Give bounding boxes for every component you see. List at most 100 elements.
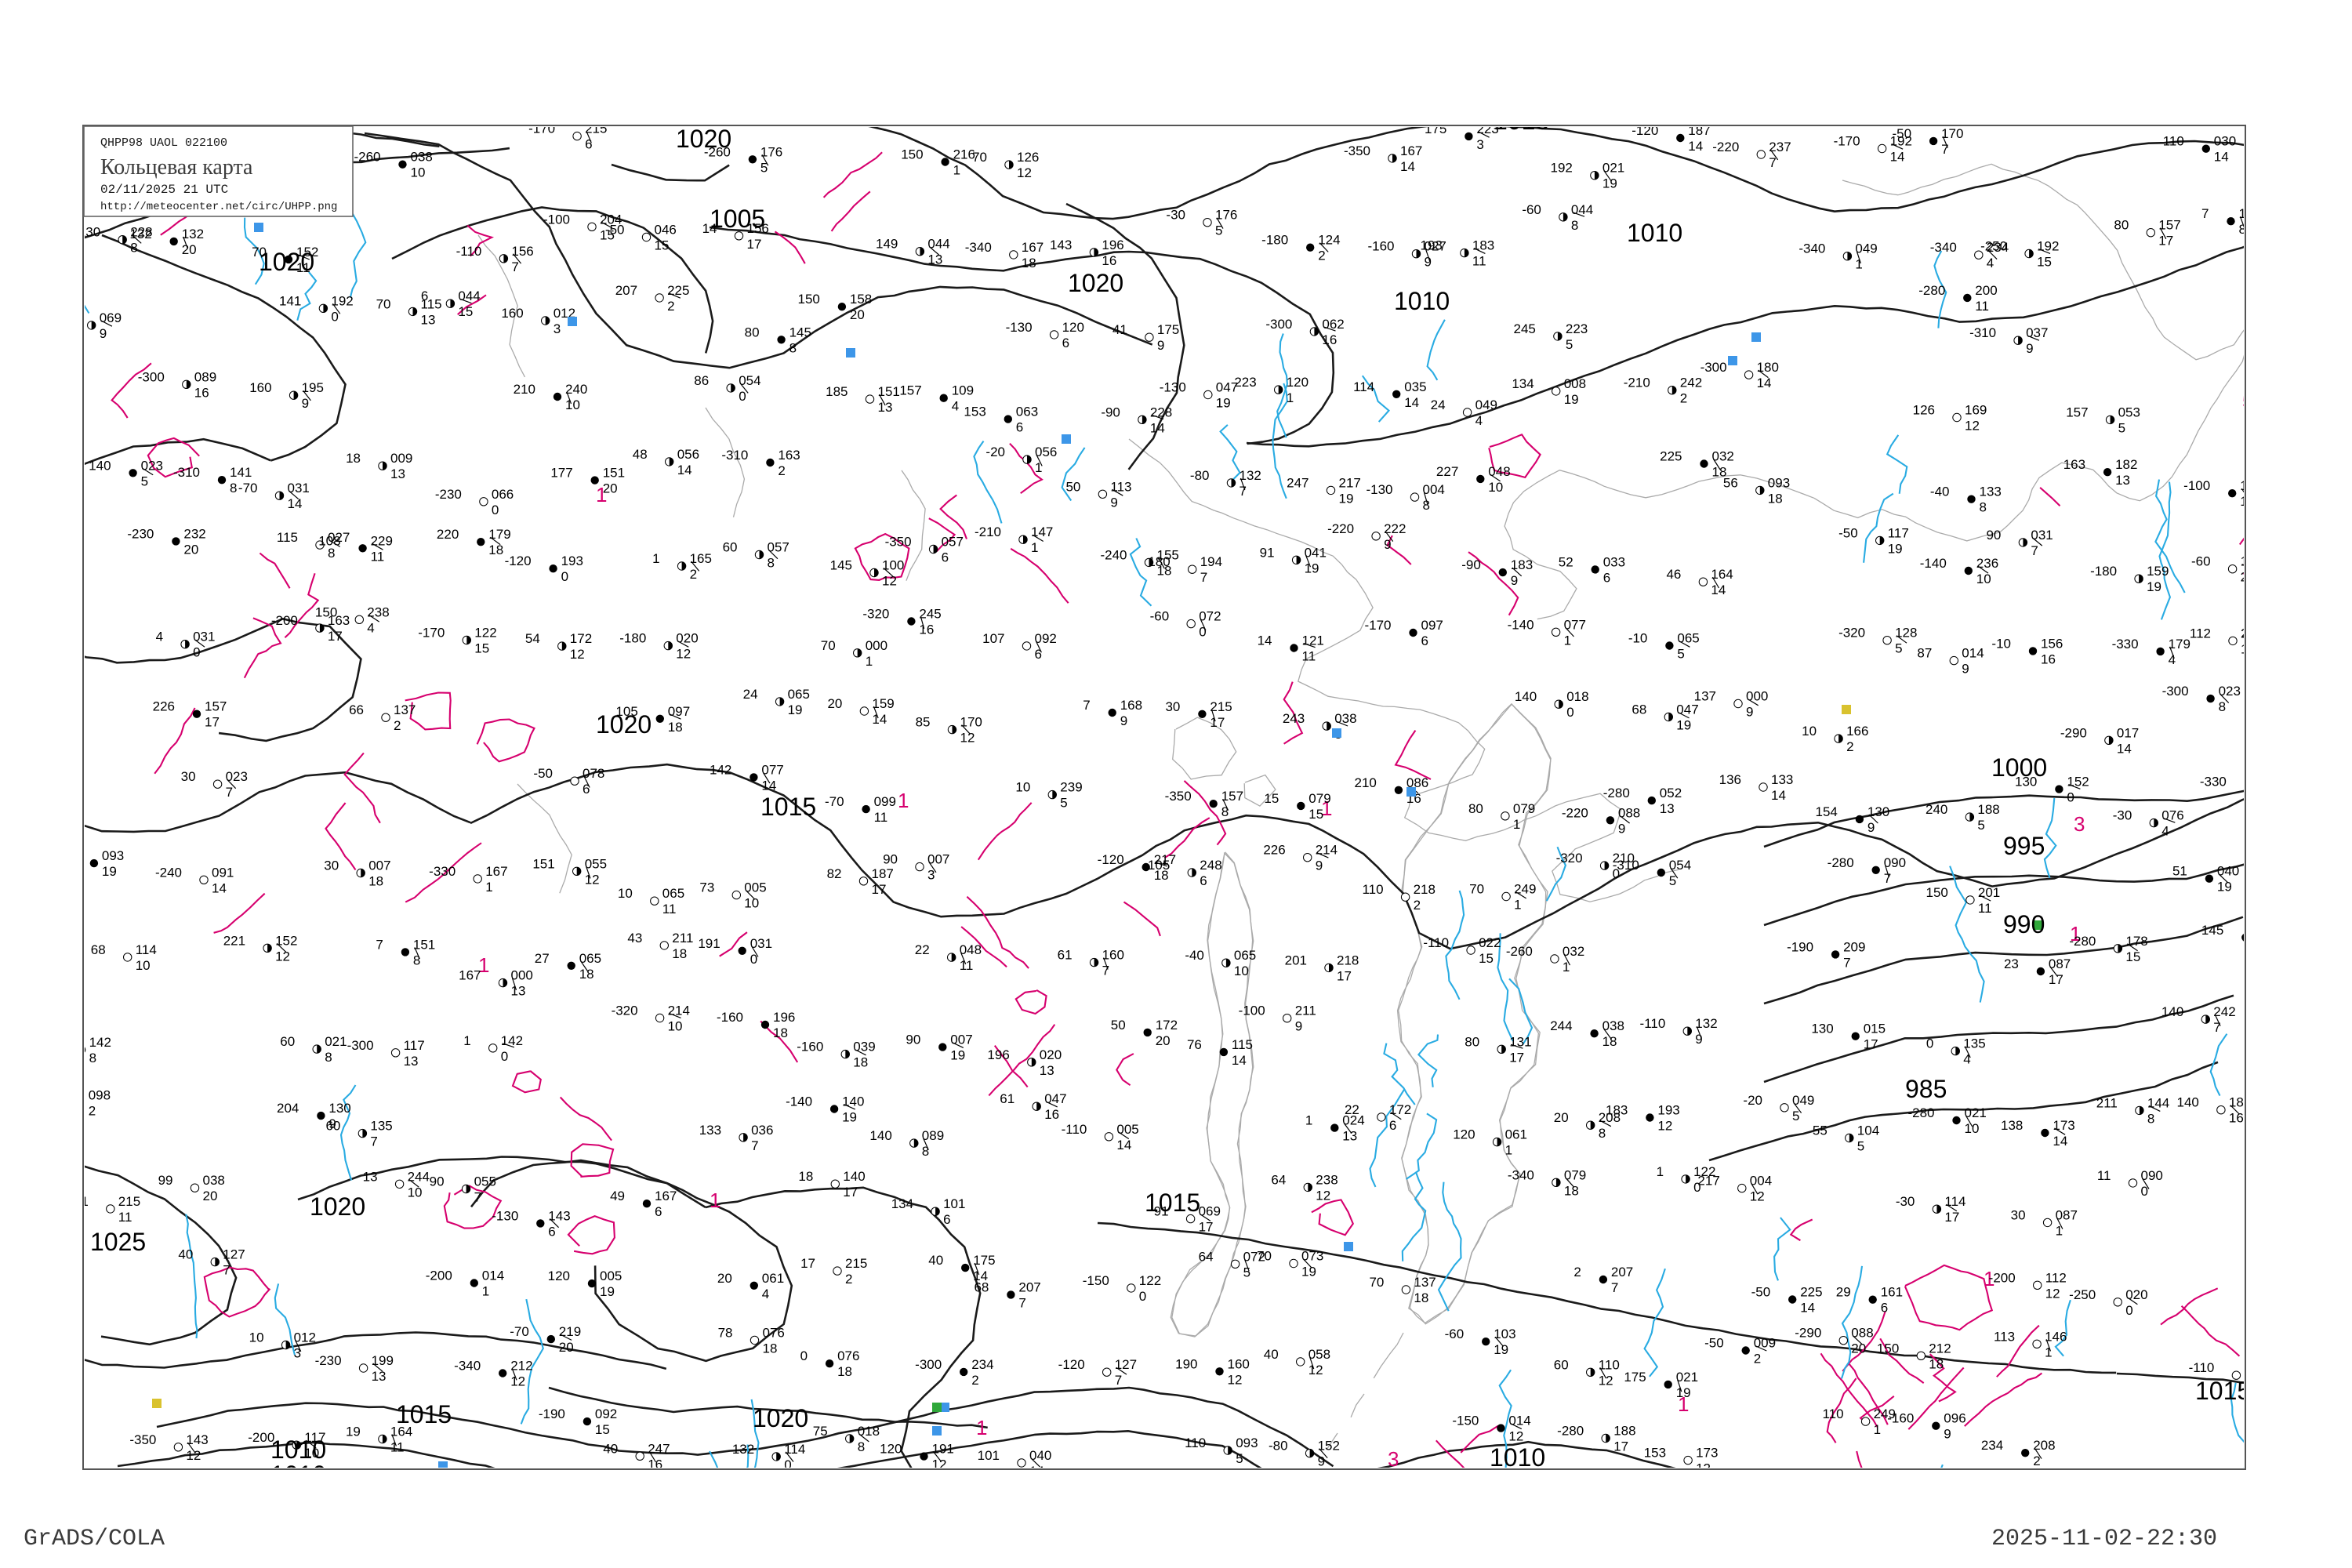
svg-text:20: 20 [183,542,198,557]
svg-text:113: 113 [1994,1329,2015,1344]
svg-text:5: 5 [1243,1265,1250,1279]
svg-text:061: 061 [1505,1127,1527,1142]
svg-text:1: 1 [1305,1113,1312,1128]
svg-text:-120: -120 [505,554,532,568]
svg-text:18: 18 [488,543,503,557]
svg-text:66: 66 [349,702,364,717]
svg-text:133: 133 [699,1123,721,1138]
svg-text:110: 110 [1185,1436,1206,1450]
svg-text:19: 19 [1564,392,1579,407]
svg-text:131: 131 [1509,1034,1531,1049]
svg-text:-230: -230 [435,487,462,502]
svg-text:240: 240 [1926,802,1947,817]
svg-text:985: 985 [1905,1075,1947,1103]
svg-text:-280: -280 [1828,855,1854,870]
svg-text:156: 156 [2041,636,2063,651]
svg-text:041: 041 [1305,545,1327,560]
svg-text:-150: -150 [1452,1414,1479,1428]
svg-text:27: 27 [535,951,550,966]
svg-text:11: 11 [118,1210,132,1225]
svg-text:199: 199 [372,1353,394,1368]
svg-text:-50: -50 [605,223,625,238]
svg-text:12: 12 [882,574,897,589]
svg-text:10: 10 [1976,572,1991,586]
svg-text:6: 6 [1421,633,1428,648]
svg-text:157: 157 [205,699,227,714]
svg-text:031: 031 [2031,528,2053,543]
svg-text:072: 072 [1199,609,1221,624]
svg-text:097: 097 [1421,618,1443,633]
svg-text:70: 70 [1369,1275,1384,1290]
svg-text:117: 117 [1888,525,1909,540]
svg-text:17: 17 [872,882,887,897]
svg-text:204: 204 [277,1101,299,1116]
svg-text:14: 14 [677,463,692,477]
svg-text:18: 18 [1564,1183,1579,1198]
svg-text:2: 2 [1414,898,1421,913]
svg-text:7: 7 [1115,1373,1122,1388]
svg-text:-300: -300 [2162,684,2189,699]
svg-text:11: 11 [390,1440,405,1455]
svg-text:183: 183 [1606,1103,1628,1118]
svg-text:218: 218 [1414,882,1436,897]
svg-text:-140: -140 [1508,617,1534,632]
svg-text:40: 40 [603,1441,618,1456]
svg-text:211: 211 [1295,1004,1316,1018]
svg-text:211: 211 [672,931,693,946]
svg-text:-320: -320 [862,607,889,622]
svg-text:8: 8 [1221,804,1229,819]
svg-text:18: 18 [1022,256,1036,270]
svg-text:126: 126 [1017,150,1039,165]
svg-text:9: 9 [2026,341,2033,356]
svg-text:14: 14 [1258,633,1272,648]
svg-text:179: 179 [2169,637,2190,652]
svg-text:16: 16 [1322,332,1337,347]
svg-text:73: 73 [699,880,714,895]
svg-text:1020: 1020 [753,1404,808,1432]
svg-text:207: 207 [1018,1279,1040,1294]
svg-text:1020: 1020 [596,710,652,739]
svg-text:-60: -60 [1150,609,1170,624]
svg-text:30: 30 [2011,1207,2026,1222]
svg-text:1: 1 [2045,1345,2052,1359]
svg-text:142: 142 [710,762,731,777]
svg-text:17: 17 [328,629,343,644]
svg-text:15: 15 [1308,807,1323,822]
svg-text:225: 225 [1660,449,1682,464]
svg-text:90: 90 [906,1033,920,1047]
svg-text:-320: -320 [1838,626,1865,641]
svg-text:127: 127 [1115,1357,1137,1372]
svg-text:20: 20 [603,481,618,496]
svg-text:0: 0 [739,389,746,404]
svg-text:090: 090 [1884,855,1906,870]
svg-text:85: 85 [916,715,931,730]
svg-text:-190: -190 [539,1406,565,1421]
svg-text:7: 7 [1941,142,1948,157]
svg-text:1: 1 [1657,1164,1664,1179]
svg-text:10: 10 [1488,480,1503,495]
svg-text:-280: -280 [2069,934,2096,949]
svg-text:135: 135 [370,1119,392,1134]
svg-text:8: 8 [2219,699,2226,714]
svg-text:-340: -340 [454,1359,481,1374]
svg-text:159: 159 [2147,564,2169,579]
svg-text:014: 014 [1962,646,1984,661]
svg-text:1010: 1010 [270,1436,326,1464]
svg-text:7: 7 [1240,484,1247,499]
svg-text:120: 120 [548,1269,570,1283]
svg-text:82: 82 [827,866,842,881]
svg-text:14: 14 [2117,741,2132,756]
svg-text:120: 120 [880,1442,902,1457]
svg-text:8: 8 [768,556,775,571]
svg-text:17: 17 [1613,1439,1628,1454]
svg-text:1: 1 [2056,1223,2063,1238]
svg-text:1020: 1020 [676,125,731,153]
svg-text:-180: -180 [1261,233,1288,248]
svg-text:007: 007 [368,858,390,873]
svg-text:16: 16 [1044,1107,1059,1122]
svg-text:GrADS/COLA: GrADS/COLA [24,1526,165,1552]
svg-text:-350: -350 [1344,143,1370,158]
svg-text:12: 12 [1965,419,1980,434]
svg-text:183: 183 [1511,557,1533,572]
svg-text:8: 8 [325,1050,332,1065]
